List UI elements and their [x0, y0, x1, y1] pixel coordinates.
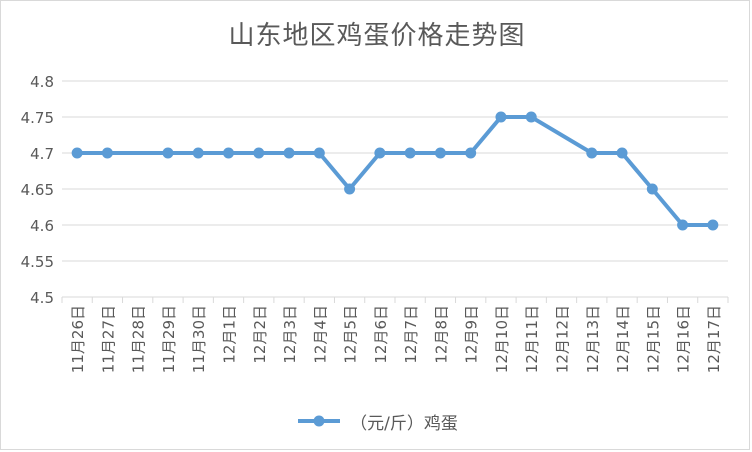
- x-tick-label: 12月16日: [675, 305, 693, 373]
- x-tick-label: 11月26日: [69, 305, 87, 373]
- legend: （元/斤）鸡蛋: [1, 407, 752, 435]
- data-point: [677, 219, 689, 231]
- x-tick-label: 11月29日: [160, 305, 178, 373]
- data-point: [313, 147, 325, 159]
- legend-point: [313, 415, 325, 427]
- data-point: [192, 147, 204, 159]
- y-tick-label: 4.55: [21, 253, 54, 271]
- data-point: [586, 147, 598, 159]
- x-tick-label: 12月12日: [554, 305, 572, 373]
- x-tick-label: 12月13日: [584, 305, 602, 373]
- data-point: [646, 183, 658, 195]
- data-point: [101, 147, 113, 159]
- y-tick-label: 4.7: [30, 145, 54, 163]
- data-point: [404, 147, 416, 159]
- x-tick-label: 12月15日: [644, 305, 662, 373]
- data-point: [525, 111, 537, 123]
- x-tick-label: 12月1日: [221, 305, 239, 364]
- x-tick-label: 11月30日: [190, 305, 208, 373]
- data-point: [162, 147, 174, 159]
- x-tick-label: 12月8日: [432, 305, 450, 364]
- x-tick-label: 12月4日: [311, 305, 329, 364]
- legend-marker-icon: [298, 415, 341, 427]
- x-tick-label: 12月2日: [251, 305, 269, 364]
- data-point: [71, 147, 83, 159]
- y-tick-label: 4.5: [30, 289, 54, 307]
- chart-title: 山东地区鸡蛋价格走势图: [228, 21, 526, 51]
- x-tick-label: 12月10日: [493, 305, 511, 373]
- data-point: [616, 147, 628, 159]
- x-tick-label: 12月5日: [342, 305, 360, 364]
- x-tick-label: 12月9日: [463, 305, 481, 364]
- data-point: [253, 147, 265, 159]
- legend-label: （元/斤）鸡蛋: [350, 413, 458, 434]
- x-tick-label: 11月27日: [99, 305, 117, 373]
- x-tick-label: 12月7日: [402, 305, 420, 364]
- x-tick-label: 12月11日: [523, 305, 541, 373]
- data-point: [344, 183, 356, 195]
- data-point: [707, 219, 719, 231]
- data-point: [495, 111, 507, 123]
- data-point: [374, 147, 386, 159]
- y-tick-label: 4.65: [21, 181, 54, 199]
- series-line: [77, 115, 713, 227]
- data-point: [465, 147, 477, 159]
- x-tick-label: 12月3日: [281, 305, 299, 364]
- x-tick-label: 12月14日: [614, 305, 632, 373]
- y-tick-label: 4.75: [21, 109, 54, 127]
- data-point: [223, 147, 234, 159]
- y-tick-label: 4.6: [30, 217, 54, 235]
- x-tick-label: 12月6日: [372, 305, 390, 364]
- data-point: [283, 147, 295, 159]
- x-tick-label: 11月28日: [130, 305, 148, 373]
- y-tick-label: 4.8: [30, 73, 54, 91]
- data-point: [434, 147, 446, 159]
- x-tick-label: 12月17日: [705, 305, 723, 373]
